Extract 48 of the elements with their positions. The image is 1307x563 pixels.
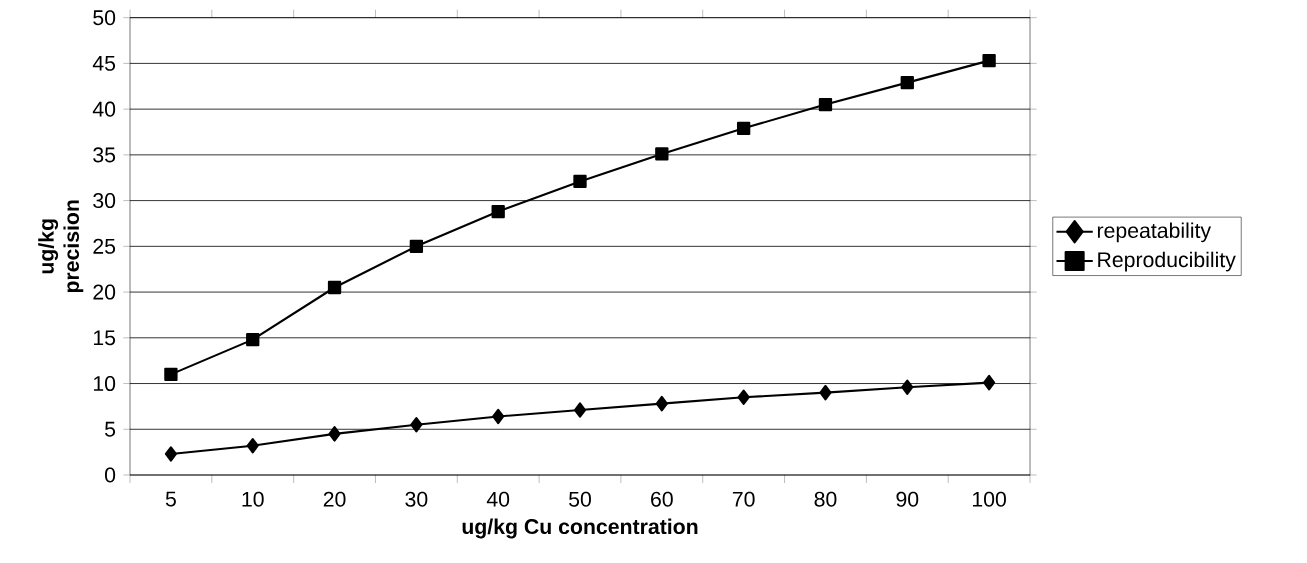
y-tick-label: 45 [92, 55, 116, 71]
y-tick-label: 20 [93, 284, 116, 300]
point [900, 75, 914, 90]
point [573, 402, 587, 418]
point [655, 395, 668, 412]
x-tick-label: 50 [569, 491, 591, 507]
point [819, 384, 832, 401]
y-tick-label: 50 [93, 10, 116, 26]
point [982, 53, 996, 68]
x-tick-label: 20 [323, 491, 346, 507]
point [491, 204, 505, 219]
point [328, 426, 341, 442]
point [901, 379, 914, 395]
x-tick-label: 10 [242, 491, 264, 507]
point [736, 121, 751, 136]
point [983, 374, 996, 391]
x-tick-label: 30 [405, 491, 428, 507]
y-tick-label: 0 [105, 467, 116, 483]
x-tick-label: 60 [651, 491, 673, 507]
point [246, 437, 259, 454]
point [246, 332, 260, 347]
x-tick-label: 70 [732, 491, 755, 507]
y-tick-label: 30 [93, 193, 116, 209]
point [573, 174, 587, 189]
x-tick-label: 5 [165, 491, 176, 507]
point [655, 147, 669, 161]
point [409, 239, 424, 253]
legend-label: repeatability [1097, 222, 1212, 243]
point [164, 446, 177, 462]
y-tick-label: 35 [93, 147, 116, 163]
y-tick-label: 40 [92, 101, 116, 117]
y-tick-label: 10 [93, 376, 116, 392]
x-tick-label: 100 [973, 491, 1006, 507]
y-tick-label: 25 [93, 238, 116, 254]
point [737, 389, 750, 405]
x-axis-title: ug/kg Cu concentration [462, 518, 698, 539]
y-axis-title: ug/kg precision [38, 200, 84, 293]
point [164, 367, 178, 382]
x-tick-label: 40 [486, 491, 510, 507]
x-tick-label: 80 [814, 491, 837, 507]
legend-label: Reproducibility [1098, 251, 1236, 272]
point [327, 280, 342, 295]
point [818, 97, 833, 112]
point [492, 408, 505, 425]
y-tick-label: 15 [93, 330, 116, 346]
y-tick-label: 5 [105, 421, 116, 437]
point [410, 416, 423, 433]
x-tick-label: 90 [896, 491, 919, 507]
